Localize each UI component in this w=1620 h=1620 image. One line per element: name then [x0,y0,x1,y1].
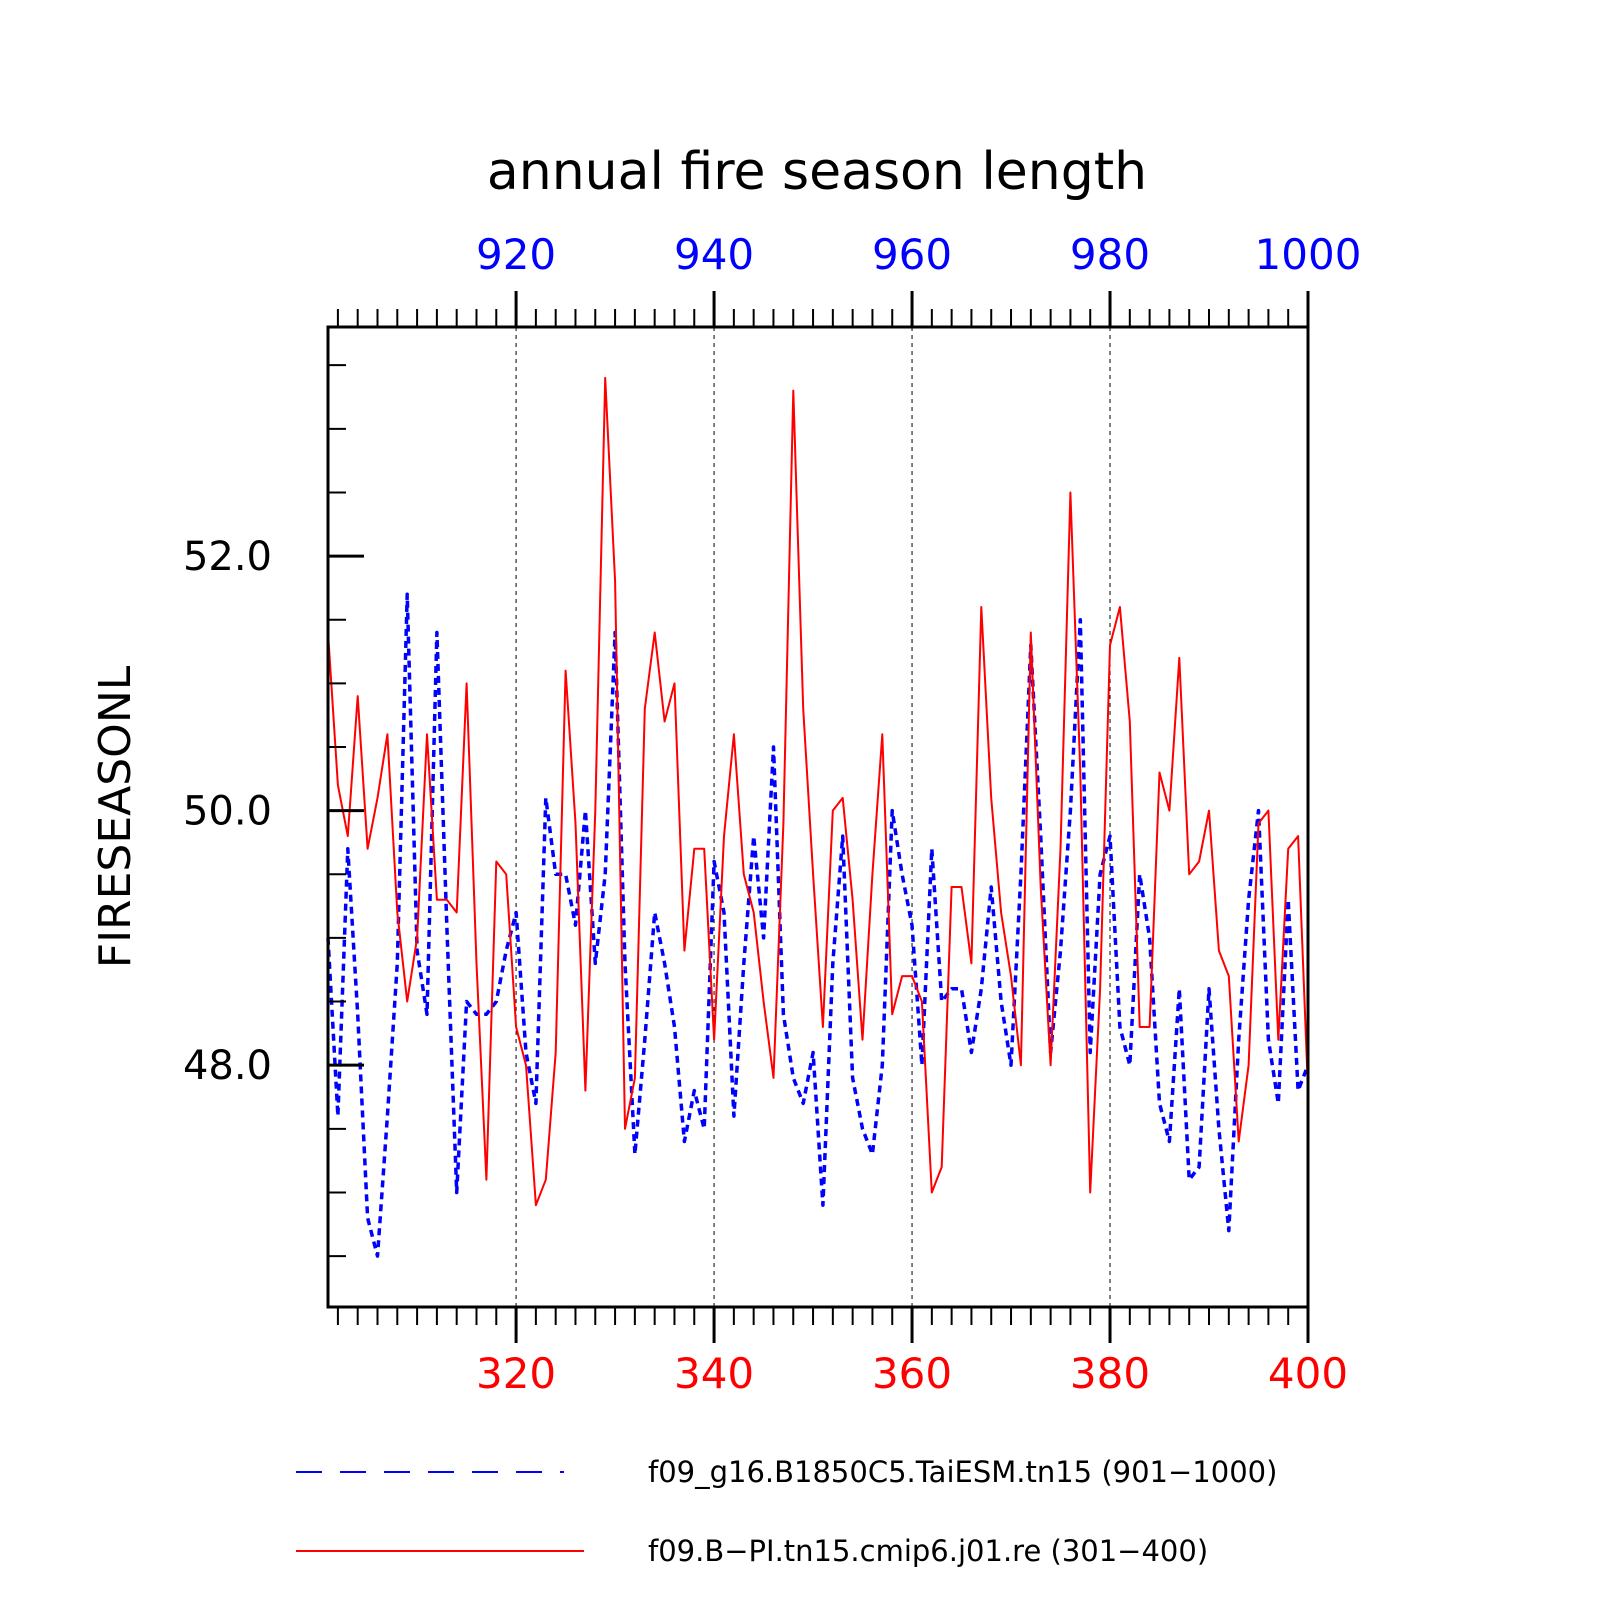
x-top-tick-label: 960 [872,230,952,279]
y-tick-label: 50.0 [183,789,272,835]
x-bottom-tick-label: 340 [674,1349,754,1398]
x-bottom-tick-label: 320 [476,1349,556,1398]
series-line-1 [326,592,1310,1258]
x-top-tick-label: 980 [1070,230,1150,279]
x-top-tick-label: 940 [674,230,754,279]
x-bottom-tick-label: 380 [1070,1349,1150,1398]
legend-label-series-1: f09_g16.B1850C5.TaiESM.tn15 (901−1000) [648,1455,1277,1489]
x-bottom-tick-label: 360 [872,1349,952,1398]
y-axis-label: FIRESEASONL [90,665,141,968]
legend-label-series-2: f09.B−PI.tn15.cmip6.j01.re (301−400) [648,1534,1208,1568]
y-tick-label: 52.0 [183,534,272,580]
x-bottom-tick-label: 400 [1268,1349,1348,1398]
legend: f09_g16.B1850C5.TaiESM.tn15 (901−1000) f… [296,1455,1277,1568]
axes: 320 340 360 380 400 920 940 960 980 1000 48.0 50.0 5… [183,230,1362,1398]
y-tick-label: 48.0 [183,1043,272,1089]
grid-lines [515,327,1111,1307]
series-line-2 [327,376,1309,1207]
plot-frame [326,325,1310,1309]
chart-title: annual fire season length [487,142,1147,202]
x-top-tick-label: 1000 [1255,230,1362,279]
series-lines [326,376,1310,1258]
x-top-tick-label: 920 [476,230,556,279]
